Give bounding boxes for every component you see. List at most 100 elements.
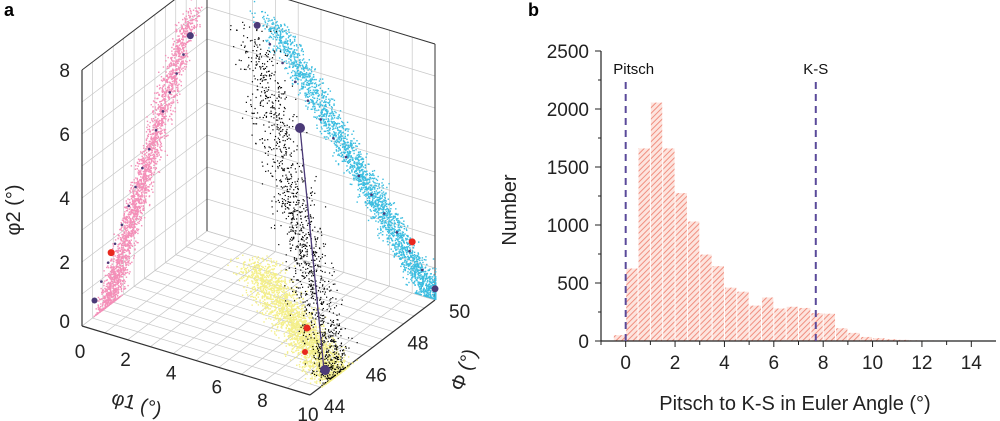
yellow-projection-point [240,276,243,278]
pink-projection-point [185,33,188,35]
yellow-projection-point [288,317,290,320]
pink-projection-point [161,124,164,127]
yellow-projection-point [316,351,318,353]
pink-projection-point [169,93,171,95]
yellow-projection-point [238,272,241,274]
pink-projection-point [145,131,148,133]
pink-projection-point [129,241,131,243]
yellow-projection-point [291,320,293,323]
pink-projection-point [172,85,174,87]
yellow-projection-point [241,271,243,273]
pink-projection-point [141,177,144,179]
yellow-projection-point [254,277,256,279]
pink-projection-point [123,249,125,251]
yellow-projection-point [308,316,310,319]
yellow-projection-point [270,260,273,262]
pink-projection-point [143,166,146,168]
yellow-projection-point [309,316,312,319]
yellow-projection-point [289,301,292,304]
pink-projection-point [143,173,146,175]
pink-projection-point [148,195,151,197]
yellow-projection-point [313,354,316,356]
yellow-projection-point [270,287,273,289]
yellow-projection-point [318,332,321,335]
pink-projection-point [169,63,171,65]
yellow-projection-point [313,350,316,352]
yellow-projection-point [312,328,315,330]
yellow-projection-point [319,378,321,380]
yellow-projection-point [252,272,254,274]
pink-projection-point [158,154,161,156]
pink-projection-point [118,258,120,261]
yellow-projection-point [337,355,339,357]
pink-projection-point [116,250,118,252]
pink-projection-point [163,79,165,82]
pink-projection-point [171,69,174,72]
pink-projection-point [120,295,122,297]
pink-projection-point [117,288,119,290]
yellow-projection-point [288,279,291,282]
yellow-projection-point [252,268,255,271]
yellow-projection-point [274,274,276,276]
pink-projection-point [161,136,164,138]
pink-projection-point [123,214,125,217]
pink-projection-point [175,69,177,72]
yellow-projection-point [267,266,269,269]
pink-projection-point [167,78,169,80]
yellow-projection-point [330,371,332,373]
yellow-projection-point [337,373,340,376]
yellow-projection-point [328,350,331,352]
yellow-projection-point [277,284,279,286]
yellow-projection-point [352,362,354,365]
yellow-projection-point [248,270,250,272]
pink-projection-point [112,270,114,272]
yellow-projection-point [283,335,286,337]
pink-projection-point [127,230,130,233]
back-wall-grid-line [206,134,436,205]
yellow-projection-point [306,354,309,357]
yellow-projection-point [327,373,330,376]
pink-projection-point [175,53,178,55]
yellow-projection-point [244,275,246,277]
pink-projection-point [189,15,191,17]
pink-projection-point [124,267,126,269]
pink-projection-point [171,85,173,88]
yellow-projection-point [330,345,332,347]
pink-projection-point [180,42,182,44]
yellow-projection-point [300,337,302,340]
yellow-projection-point [264,268,266,270]
pink-projection-point [124,211,126,213]
pink-projection-point [126,239,129,242]
yellow-projection-point [335,353,338,355]
yellow-projection-point [333,374,335,376]
yellow-projection-point [258,293,260,296]
pink-projection-point [116,282,118,284]
pink-projection-point [121,265,123,267]
yellow-projection-point [246,284,249,287]
pink-projection-point [165,104,167,107]
pink-projection-point [175,80,178,83]
yellow-projection-point [302,334,304,336]
yellow-projection-point [298,311,301,313]
yellow-projection-point [309,354,311,357]
pink-projection-point [184,46,187,48]
yellow-projection-point [276,330,278,332]
pink-projection-point [114,275,117,278]
yellow-projection-point [289,333,292,335]
pink-projection-point [128,246,131,249]
pink-projection-point [176,49,178,51]
pink-projection-point [143,150,145,153]
pink-projection-point [178,60,180,63]
yellow-projection-point [331,360,333,362]
pink-projection-point [137,211,140,213]
yellow-projection-point [259,303,262,305]
yellow-projection-point [308,330,310,332]
pink-projection-point [133,220,135,222]
pink-projection-point [172,54,174,56]
pink-projection-point [99,298,101,301]
pink-projection-point [141,182,143,185]
pink-projection-point [120,285,123,287]
yellow-projection-point [306,314,309,316]
yellow-projection-point [305,372,307,374]
pink-projection-point [123,235,126,237]
